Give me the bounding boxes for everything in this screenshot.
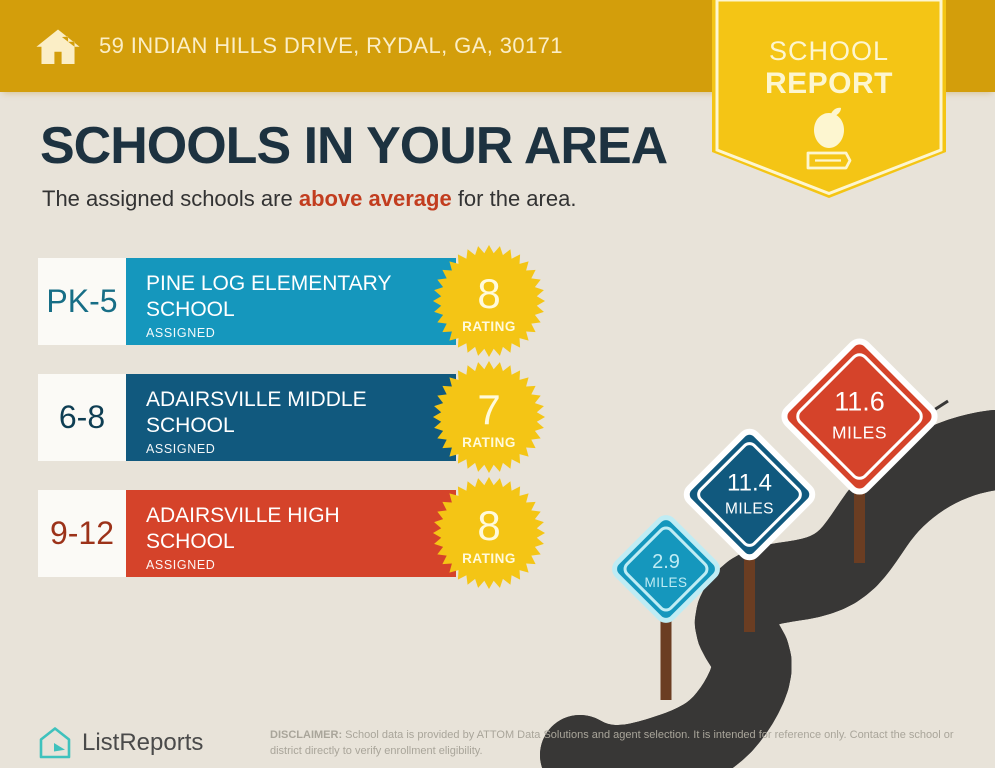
svg-text:RATING: RATING [462,319,516,334]
svg-text:8: 8 [477,270,500,317]
svg-text:MILES: MILES [644,575,687,590]
svg-text:7: 7 [477,386,500,433]
svg-text:RATING: RATING [462,435,516,450]
svg-text:2.9: 2.9 [652,551,680,573]
svg-text:RATING: RATING [462,551,516,566]
svg-text:8: 8 [477,502,500,549]
svg-text:11.4: 11.4 [727,470,772,497]
svg-text:MILES: MILES [832,423,887,443]
svg-text:REPORT: REPORT [765,67,893,100]
svg-text:11.6: 11.6 [834,387,885,417]
svg-text:MILES: MILES [725,501,774,518]
svg-text:SCHOOL: SCHOOL [769,36,889,66]
